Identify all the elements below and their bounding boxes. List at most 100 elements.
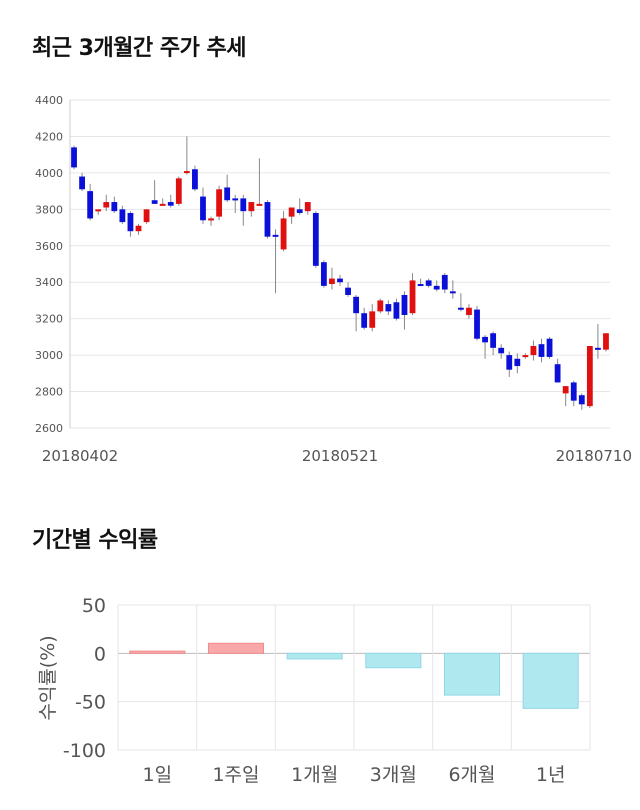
candle-body xyxy=(304,202,311,212)
y-tick-label: 2600 xyxy=(35,422,63,435)
y-tick-label: -50 xyxy=(75,692,106,714)
return-bar xyxy=(129,650,186,654)
candle-body xyxy=(603,333,609,350)
candle-body xyxy=(312,212,319,266)
candle-body xyxy=(595,347,601,350)
x-tick-label: 20180710 xyxy=(556,447,632,465)
y-tick-label: 3600 xyxy=(35,240,63,253)
candle-body xyxy=(183,171,190,174)
candle-body xyxy=(192,169,198,190)
candle-body xyxy=(417,284,424,287)
candle-body xyxy=(143,209,150,223)
candle-body xyxy=(393,302,400,319)
y-tick-label: 3800 xyxy=(35,203,63,216)
candle-body xyxy=(167,202,174,206)
candle-body xyxy=(151,200,158,204)
candle-body xyxy=(514,358,521,367)
candle-body xyxy=(320,262,327,286)
candle-body xyxy=(498,347,505,354)
return-bar xyxy=(365,652,422,669)
y-tick-label: 3400 xyxy=(35,276,63,289)
y-tick-label: 4200 xyxy=(35,130,63,143)
y-tick-label: 3000 xyxy=(35,349,63,362)
candle-body xyxy=(433,285,440,290)
candle-body xyxy=(119,209,126,223)
return-bar xyxy=(522,652,579,709)
return-bar xyxy=(286,652,343,660)
x-tick-label: 1일 xyxy=(143,764,173,786)
candle-body xyxy=(361,313,368,328)
candle-body xyxy=(329,278,335,285)
candle-body xyxy=(482,336,488,343)
y-tick-label: 4400 xyxy=(35,94,63,107)
x-tick-label: 1년 xyxy=(536,764,566,786)
candle-body xyxy=(200,196,206,221)
candlestick-chart: 4400 4200 4000 3800 3600 3400 3200 3000 2800 2600… xyxy=(35,94,632,465)
y-tick-label: -100 xyxy=(63,740,106,762)
x-tick-label: 20180402 xyxy=(42,447,118,465)
candle-body xyxy=(248,202,255,212)
candle-body xyxy=(425,280,432,286)
candle-body xyxy=(377,300,384,312)
candle-body xyxy=(159,203,166,206)
candle-body xyxy=(449,291,456,294)
candle-body xyxy=(554,364,561,383)
candle-body xyxy=(216,189,223,217)
candle-body xyxy=(401,294,408,316)
candle-body xyxy=(530,346,537,356)
candle-body xyxy=(457,307,464,310)
candle-body xyxy=(474,309,480,339)
stock-trend-title: 최근 3개월간 주가 추세 xyxy=(32,36,246,61)
candle-body xyxy=(466,307,472,316)
candle-body xyxy=(441,274,448,290)
candle-body xyxy=(175,178,182,204)
candle-body xyxy=(296,209,303,213)
candle-body xyxy=(127,212,134,232)
y-axis-label: 수익률(%) xyxy=(37,635,59,720)
x-tick-label: 20180521 xyxy=(302,447,378,465)
period-return-title: 기간별 수익률 xyxy=(32,528,158,553)
candle-body xyxy=(224,187,231,201)
candle-body xyxy=(522,355,529,358)
candle-body xyxy=(538,344,545,357)
candle-body xyxy=(578,395,585,405)
x-tick-label: 6개월 xyxy=(448,764,495,786)
candle-body xyxy=(345,287,351,295)
candle-body xyxy=(95,209,102,212)
candle-body xyxy=(111,202,118,212)
x-tick-label: 1주일 xyxy=(212,764,259,786)
candle-body xyxy=(264,202,271,237)
candle-body xyxy=(87,191,94,219)
y-tick-label: 50 xyxy=(82,595,106,617)
x-tick-label: 1개월 xyxy=(291,764,338,786)
candle-body xyxy=(546,338,553,357)
candle-body xyxy=(409,280,416,314)
candle-body xyxy=(562,386,569,394)
candle-body xyxy=(256,203,263,206)
candle-body xyxy=(586,346,593,407)
candle-body xyxy=(232,198,239,201)
candle-body xyxy=(490,333,497,348)
candle-body xyxy=(337,278,343,283)
candle-body xyxy=(353,296,360,314)
y-tick-label: 0 xyxy=(94,643,106,665)
y-tick-label: 4000 xyxy=(35,167,63,180)
candle-body xyxy=(369,311,376,328)
candle-body xyxy=(506,355,513,370)
candle-body xyxy=(79,176,85,190)
x-tick-label: 3개월 xyxy=(370,764,417,786)
candle-body xyxy=(71,147,77,168)
candle-body xyxy=(570,382,577,401)
y-tick-label: 2800 xyxy=(35,386,63,399)
candle-body xyxy=(240,198,247,212)
candle-body xyxy=(135,225,142,232)
y-tick-label: 3200 xyxy=(35,313,63,326)
candle-body xyxy=(103,202,110,208)
candle-body xyxy=(272,234,279,237)
candle-body xyxy=(280,218,287,250)
candle-body xyxy=(385,304,392,312)
candle-body xyxy=(208,218,214,221)
return-bar xyxy=(443,652,501,696)
candle-body xyxy=(288,207,295,217)
return-bar xyxy=(207,642,265,654)
